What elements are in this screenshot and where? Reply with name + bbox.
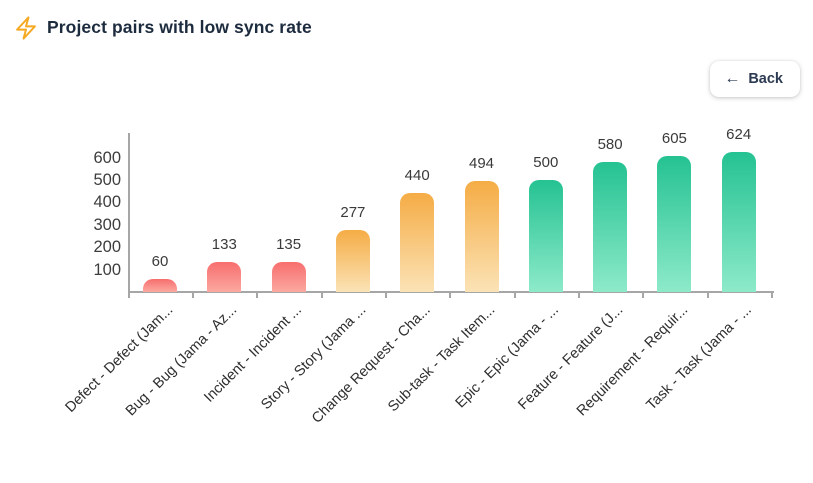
- x-axis-tick: [642, 292, 644, 298]
- x-axis-tick: [771, 292, 773, 298]
- y-axis-tick-label: 400: [93, 193, 121, 212]
- bar-value-label: 60: [151, 253, 169, 270]
- x-axis-category-label: Defect - Defect (Jam...: [62, 302, 177, 416]
- arrow-left-icon: ←: [724, 70, 741, 87]
- bar-value-label: 500: [533, 154, 559, 171]
- y-axis-line: [128, 133, 130, 292]
- x-axis-category-label: Change Request - Cha...: [308, 302, 434, 427]
- y-axis-tick-label: 200: [93, 238, 121, 257]
- page-title: Project pairs with low sync rate: [47, 17, 312, 37]
- bar[interactable]: [335, 230, 370, 292]
- x-axis-tick: [449, 292, 451, 298]
- x-axis-tick: [707, 292, 709, 298]
- bar[interactable]: [207, 262, 242, 292]
- bar-value-label: 624: [726, 126, 752, 143]
- bar-value-label: 135: [276, 236, 302, 253]
- x-axis-line: [128, 291, 774, 293]
- x-axis-tick: [256, 292, 258, 298]
- bar-value-label: 580: [597, 136, 623, 153]
- bar[interactable]: [721, 152, 756, 292]
- bar-value-label: 277: [340, 204, 366, 221]
- back-button-label: Back: [748, 71, 783, 87]
- bar[interactable]: [464, 181, 499, 292]
- bar[interactable]: [593, 162, 628, 292]
- x-axis-category-label: Task - Task (Jama - ...: [643, 302, 756, 414]
- bar-value-label: 605: [661, 130, 687, 147]
- bar-value-label: 133: [211, 236, 237, 253]
- y-axis-tick-label: 100: [93, 260, 121, 279]
- x-axis-category-label: Sub-task - Task Item...: [384, 302, 498, 416]
- bar-value-label: 494: [468, 155, 495, 172]
- x-axis-tick: [514, 292, 516, 298]
- bar[interactable]: [528, 180, 563, 292]
- y-axis-tick-label: 500: [93, 171, 121, 189]
- lightning-bolt-icon: [13, 15, 39, 41]
- y-axis-tick-label: 300: [93, 215, 121, 234]
- x-axis-category-label: Requirement - Requir...: [573, 302, 691, 420]
- bar-value-label: 440: [404, 167, 430, 184]
- x-axis-tick: [321, 292, 323, 298]
- x-axis-tick: [192, 292, 194, 298]
- bar[interactable]: [657, 156, 692, 292]
- back-button[interactable]: ← Back: [710, 61, 800, 97]
- x-axis-tick: [128, 292, 130, 298]
- y-axis-tick-label: 600: [93, 148, 121, 167]
- bar[interactable]: [143, 279, 177, 292]
- x-axis-category-label: Bug - Bug (Jama - Az...: [123, 302, 241, 420]
- bar[interactable]: [400, 193, 435, 292]
- x-axis-tick: [385, 292, 387, 298]
- bar[interactable]: [271, 262, 306, 292]
- x-axis-tick: [578, 292, 580, 298]
